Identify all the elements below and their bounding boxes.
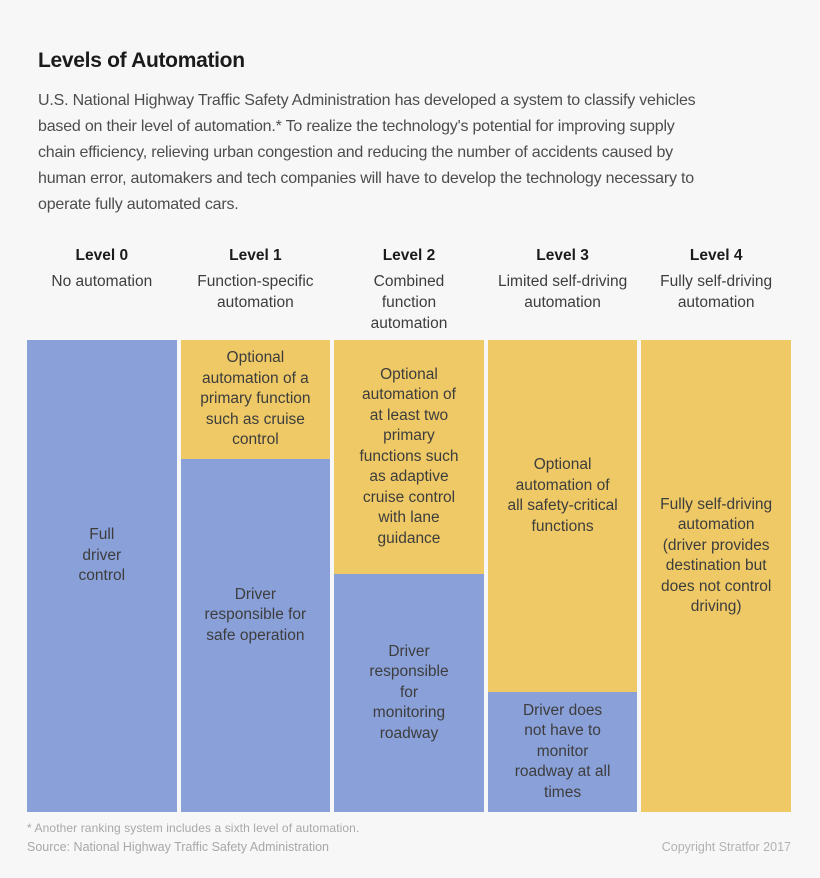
block-text: Optional automation of a primary functio…	[200, 349, 311, 449]
driver-block: Driver responsible for safe operation	[180, 459, 331, 812]
level-label: Level 4	[689, 247, 743, 264]
automation-block: Optional automation of a primary functio…	[180, 340, 331, 459]
block-text: Optional automation of all safety-critic…	[507, 456, 618, 535]
block-text: Optional automation of at least two prim…	[359, 365, 459, 547]
level-column-2: Level 2 Combined function automation Optio…	[334, 244, 484, 812]
level-blocks: Fully self-driving automation (driver pr…	[641, 340, 791, 812]
intro-paragraph: U.S. National Highway Traffic Safety Adm…	[38, 92, 696, 213]
level-label: Level 0	[75, 247, 129, 264]
level-column-3: Level 3 Limited self-driving automation Op…	[487, 244, 638, 812]
driver-block: Driver does not have to monitor roadway …	[487, 692, 638, 812]
level-column-header: Level 0 No automation	[27, 244, 177, 340]
block-text: Fully self-driving automation (driver pr…	[660, 495, 773, 616]
automation-block: Optional automation of all safety-critic…	[487, 340, 638, 692]
driver-block: Driver responsible for monitoring roadwa…	[334, 574, 484, 812]
copyright-text: Copyright Stratfor 2017	[661, 840, 791, 854]
level-subtitle: Fully self-driving automation	[660, 273, 773, 311]
block-text: Driver responsible for safe operation	[204, 585, 307, 644]
page-title: Levels of Automation	[38, 49, 245, 72]
footnote: * Another ranking system includes a sixt…	[27, 821, 360, 835]
level-blocks: Full driver control	[27, 340, 177, 812]
level-column-0: Level 0 No automation Full driver control	[27, 244, 177, 812]
level-column-header: Level 3 Limited self-driving automation	[488, 244, 638, 340]
level-column-1: Level 1 Function-specific automation Optio…	[180, 244, 331, 812]
level-label: Level 3	[536, 247, 589, 264]
source-row: Source: National Highway Traffic Safety …	[27, 840, 791, 854]
automation-block: Optional automation of at least two prim…	[334, 340, 484, 574]
block-text: Driver does not have to monitor roadway …	[514, 701, 611, 801]
level-column-header: Level 1 Function-specific automation	[181, 244, 331, 340]
block-text: Driver responsible for monitoring roadwa…	[369, 642, 449, 742]
source-text: Source: National Highway Traffic Safety …	[27, 840, 329, 854]
driver-block: Full driver control	[27, 340, 177, 812]
level-column-4: Level 4 Fully self-driving automation Full…	[641, 244, 791, 812]
level-label: Level 1	[229, 247, 282, 264]
level-subtitle: Limited self-driving automation	[497, 273, 628, 311]
level-column-header: Level 2 Combined function automation	[334, 244, 484, 340]
level-blocks: Optional automation of all safety-critic…	[487, 340, 638, 812]
level-label: Level 2	[382, 247, 436, 264]
level-subtitle: No automation	[51, 273, 153, 290]
level-blocks: Optional automation of a primary functio…	[180, 340, 331, 812]
automation-block: Fully self-driving automation (driver pr…	[641, 340, 791, 812]
level-subtitle: Combined function automation	[370, 273, 448, 332]
level-blocks: Optional automation of at least two prim…	[334, 340, 484, 812]
level-subtitle: Function-specific automation	[197, 273, 314, 311]
level-column-header: Level 4 Fully self-driving automation	[641, 244, 791, 340]
block-text: Full driver control	[78, 526, 126, 585]
levels-grid: Level 0 No automation Full driver control L…	[27, 244, 791, 812]
